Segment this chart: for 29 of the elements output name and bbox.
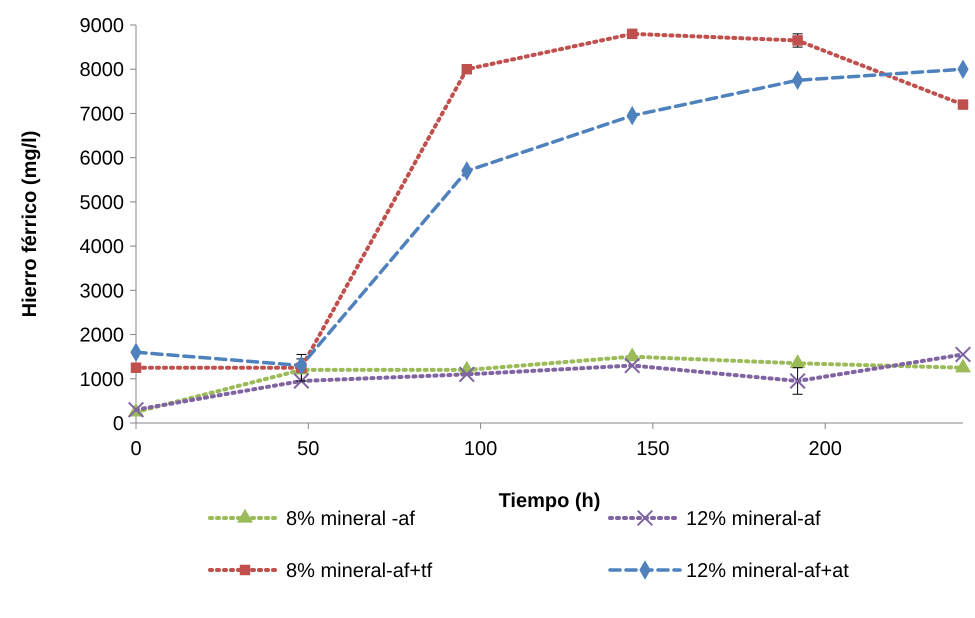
legend-label: 8% mineral-af+tf — [286, 560, 433, 582]
legend-label: 12% mineral-af+at — [686, 560, 850, 582]
x-tick-label: 100 — [464, 438, 498, 460]
y-tick-label: 4000 — [80, 236, 124, 258]
legend-label: 8% mineral -af — [286, 508, 416, 530]
y-tick-label: 9000 — [80, 15, 124, 37]
y-tick-label: 0 — [112, 413, 124, 435]
y-tick-label: 6000 — [80, 148, 124, 170]
x-tick-label: 150 — [636, 438, 670, 460]
point — [958, 99, 968, 110]
y-tick-label: 8000 — [80, 59, 124, 82]
point — [789, 372, 806, 390]
y-tick-label: 5000 — [80, 192, 124, 214]
y-tick-label: 3000 — [80, 280, 124, 302]
point — [130, 362, 142, 373]
point — [458, 366, 476, 383]
y-tick-label: 1000 — [80, 368, 124, 391]
x-tick-label: 200 — [808, 438, 842, 460]
y-tick-label: 2000 — [80, 324, 124, 347]
y-tick-label: 7000 — [80, 103, 124, 126]
x-tick-label: 50 — [297, 438, 320, 460]
y-axis-title: Hierro férrico (mg/l) — [19, 130, 41, 318]
x-tick-label: 0 — [130, 438, 142, 460]
point — [954, 346, 972, 363]
x-axis-title: Tiempo (h) — [498, 490, 600, 512]
legend-label: 12% mineral-af — [686, 508, 821, 530]
point — [462, 64, 472, 74]
point — [626, 28, 638, 40]
point — [624, 357, 640, 374]
